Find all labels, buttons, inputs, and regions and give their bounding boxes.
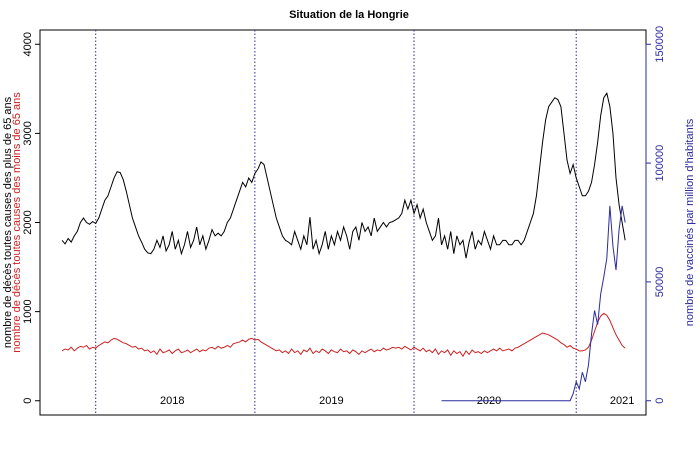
y2-tick-label: 150000	[654, 26, 666, 63]
x-tick-label: 2019	[319, 395, 343, 407]
y2-tick-label: 50000	[654, 267, 666, 298]
series-line	[441, 205, 626, 402]
series-line	[61, 92, 626, 259]
x-tick-label: 2021	[610, 395, 634, 407]
y-tick-label: 3000	[22, 121, 34, 145]
y2-tick-label: 0	[654, 398, 666, 404]
y-tick-label: 0	[22, 398, 34, 404]
x-tick-label: 2018	[160, 395, 184, 407]
axis-title: nombre de vaccinés par million d'habitan…	[684, 118, 696, 326]
chart-title: Situation de la Hongrie	[289, 9, 409, 21]
y2-tick-label: 100000	[654, 145, 666, 182]
series-line	[61, 312, 626, 358]
y-tick-label: 1000	[22, 299, 34, 323]
plot-frame	[39, 29, 647, 416]
y-tick-label: 2000	[22, 210, 34, 234]
axis-title: nombre de décès toutes causes des moins …	[11, 92, 23, 353]
axis-title: nombre de décès toutes causes des plus d…	[2, 96, 14, 348]
y-tick-label: 4000	[22, 32, 34, 56]
